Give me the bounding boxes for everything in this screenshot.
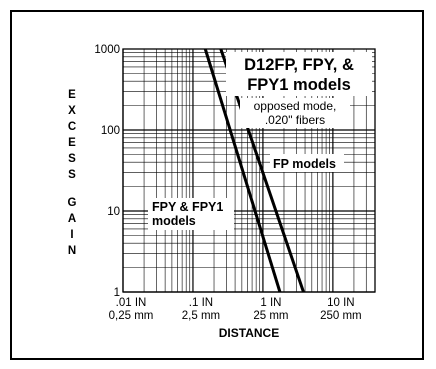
y-axis-label-letter: S <box>68 153 76 165</box>
y-axis-label-letter: C <box>68 121 76 133</box>
chart-subtitle-line-1: opposed mode, <box>254 99 337 113</box>
x-tick-label-in: .01 IN <box>116 297 147 309</box>
series-line-fpy-models <box>203 48 282 293</box>
fpy-models-label-line-1: FPY & FPY1 <box>152 200 223 214</box>
y-axis-label-letter: G <box>68 197 77 209</box>
y-axis-label-letter: X <box>68 105 76 117</box>
y-axis-label-letter: S <box>68 169 76 181</box>
y-axis-label-letter: I <box>70 229 73 241</box>
series-label-fp-models: FP models <box>270 154 344 172</box>
chart-frame: D12FP, FPY, & FPY1 models opposed mode, … <box>10 10 424 360</box>
y-axis-label-letter: A <box>68 213 76 225</box>
series-label-fpy-models: FPY & FPY1 models <box>148 198 234 230</box>
x-tick-label-mm: 250 mm <box>320 310 362 322</box>
chart-subtitle-line-2: .020" fibers <box>265 113 325 127</box>
y-tick-label-10: 10 <box>107 206 120 218</box>
y-axis-label-letter: E <box>68 137 76 149</box>
plot-border <box>122 48 376 293</box>
subtitle-background <box>240 98 350 128</box>
fpy-label-background <box>148 198 234 230</box>
fp-label-background <box>270 154 344 172</box>
x-tick-label-in: .1 IN <box>189 297 213 309</box>
x-tick-label-mm: 2,5 mm <box>182 310 220 322</box>
y-tick-label-1: 1 <box>114 287 120 299</box>
title-background <box>226 52 372 96</box>
x-tick-label-mm: 0,25 mm <box>109 310 154 322</box>
fpy-models-label-line-2: models <box>152 214 196 228</box>
title-block: D12FP, FPY, & FPY1 models <box>226 52 372 96</box>
subtitle-block: opposed mode, .020" fibers <box>240 98 350 128</box>
x-tick-label-in: 1 IN <box>260 297 281 309</box>
fp-models-label: FP models <box>273 157 336 171</box>
y-tick-label-1000: 1000 <box>94 44 120 56</box>
excess-gain-chart: D12FP, FPY, & FPY1 models opposed mode, … <box>68 44 376 340</box>
y-axis-label-letter: E <box>68 89 76 101</box>
y-tick-labels: 1 10 100 1000 <box>94 44 120 299</box>
y-tick-label-100: 100 <box>101 125 120 137</box>
chart-title-line-2: FPY1 models <box>247 76 351 94</box>
x-axis-label: DISTANCE <box>219 326 279 340</box>
y-axis-label-letter: N <box>68 245 76 257</box>
x-tick-label-in: 10 IN <box>327 297 355 309</box>
chart-title-line-1: D12FP, FPY, & <box>244 56 354 74</box>
x-tick-label-mm: 25 mm <box>253 310 288 322</box>
